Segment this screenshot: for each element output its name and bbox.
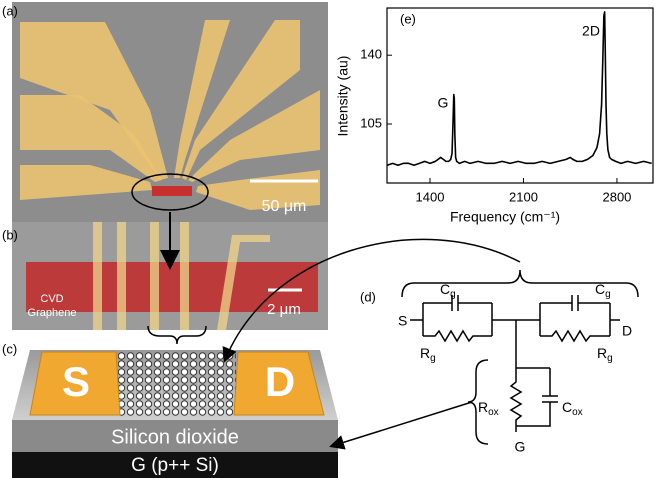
gate-label: G (p++ Si): [131, 455, 219, 476]
page: Graphene device figure body { margin: 0;…: [0, 0, 655, 478]
y-axis-label: Intensity (au): [335, 56, 351, 137]
oxide-label: Silicon dioxide: [111, 426, 239, 448]
x-tick-label: 2100: [509, 189, 538, 204]
cap-label: Cox: [562, 399, 583, 418]
panel-label: (e): [400, 11, 416, 26]
page-body: {"panels": { "a": {"label": "(a)", "scal…: [0, 0, 655, 478]
electrode: [93, 222, 102, 330]
label-main: R: [420, 345, 430, 361]
peak-annotation: 2D: [582, 23, 600, 39]
label-sub: ox: [488, 407, 499, 418]
drain-label: D: [622, 323, 632, 339]
x-tick-label: 1400: [416, 189, 445, 204]
material-label: Graphene: [28, 307, 77, 319]
scale-label: 50 μm: [262, 198, 307, 215]
electrode: [150, 222, 159, 330]
plot-frame: [387, 8, 653, 183]
graphene-lattice: [118, 352, 236, 416]
label-sub: g: [607, 353, 613, 364]
drain-label: D: [265, 358, 295, 405]
electrode: [117, 222, 126, 330]
panel-label: (a): [2, 3, 18, 18]
label-main: C: [562, 399, 572, 415]
panel-label: (d): [360, 289, 376, 304]
graphene-channel: [152, 186, 192, 196]
label-sub: g: [450, 289, 456, 300]
circuit: [410, 295, 620, 444]
gate-branch: [511, 320, 558, 432]
y-tick-label: 140: [360, 47, 382, 62]
label-main: C: [595, 281, 605, 297]
rc-network: [410, 303, 620, 341]
source-label: S: [62, 358, 90, 405]
source-label: S: [398, 313, 407, 329]
figure: 50 μm (a) 2 μm CVD Graphene (b) S D Sili…: [0, 0, 655, 478]
panel-label: (c): [2, 341, 17, 356]
x-axis-label: Frequency (cm⁻¹): [450, 209, 560, 225]
material-label: CVD: [40, 293, 63, 305]
peak-annotation: G: [438, 95, 449, 111]
label-sub: ox: [572, 407, 583, 418]
x-tick-label: 2800: [602, 189, 631, 204]
panel-label: (b): [2, 227, 18, 242]
spectrum-line: [387, 12, 651, 165]
label-main: R: [597, 345, 607, 361]
electrode: [180, 222, 189, 330]
res-label: Rg: [597, 345, 613, 364]
link-arrow: [332, 402, 472, 446]
label-main: C: [440, 281, 450, 297]
scale-label: 2 μm: [267, 301, 301, 318]
res-label: Rg: [420, 345, 436, 364]
gate-label: G: [515, 439, 526, 455]
y-tick-label: 105: [360, 115, 382, 130]
res-label: Rox: [478, 399, 499, 418]
label-sub: g: [605, 289, 611, 300]
label-main: R: [478, 399, 488, 415]
raman-chart: (e) Frequency (cm⁻¹) Intensity (au) G 2D…: [335, 8, 653, 225]
label-sub: g: [430, 353, 436, 364]
